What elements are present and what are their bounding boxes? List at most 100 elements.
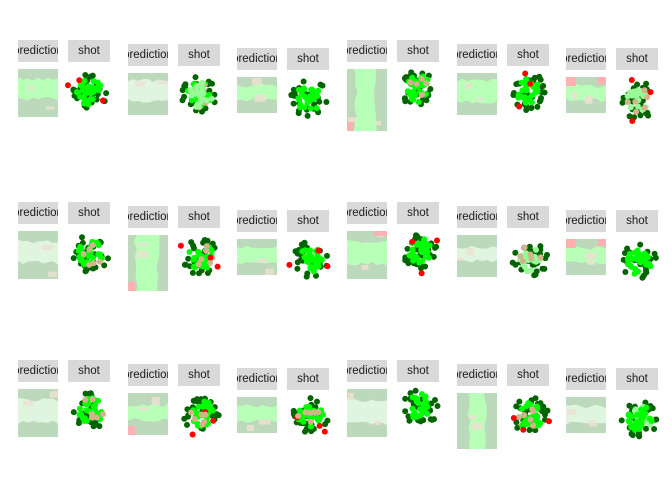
shot-point-dark-green <box>402 257 409 264</box>
prediction-panel <box>18 69 58 117</box>
shot-point-tan <box>86 246 93 253</box>
prediction-patch <box>265 268 274 275</box>
shot-point-dark-green <box>323 99 330 105</box>
shot-point-tan <box>632 98 639 105</box>
shot-point-dark-green <box>624 245 631 252</box>
shot-point-red <box>409 238 416 245</box>
shot-point-green <box>195 248 202 255</box>
prediction-strip: prediction <box>457 364 497 386</box>
prediction-strip: prediction <box>566 210 606 232</box>
shot-point-tan <box>529 406 536 413</box>
prediction-patch <box>136 250 148 258</box>
prediction-patch <box>251 78 262 86</box>
shot-point-green <box>522 99 529 106</box>
prediction-strip: prediction <box>237 48 277 70</box>
shot-point-tan <box>191 416 198 422</box>
shot-strip-label: shot <box>407 45 429 57</box>
shot-point-green <box>521 419 527 426</box>
shot-point-dark-green <box>643 269 649 276</box>
shot-point-light-green <box>187 87 194 94</box>
shot-point-tan <box>521 412 528 418</box>
shot-panel <box>175 388 223 440</box>
shot-point-dark-green <box>532 395 539 402</box>
prediction-red-patch <box>373 231 387 236</box>
shot-point-tan <box>519 258 526 265</box>
shot-point-green <box>76 405 83 412</box>
shot-point-green <box>421 407 428 414</box>
shot-point-red <box>210 417 217 424</box>
shot-point-light-green <box>203 97 210 104</box>
shot-strip: shot <box>178 44 220 66</box>
shot-point-dark-green <box>432 244 438 251</box>
shot-point-red <box>65 82 71 89</box>
shot-panel <box>284 72 332 124</box>
shot-point-green <box>318 256 325 263</box>
shot-strip: shot <box>68 40 110 62</box>
shot-point-dark-green <box>70 255 77 262</box>
shot-strip: shot <box>507 44 549 66</box>
prediction-red-patch <box>566 239 576 248</box>
prediction-patch <box>47 271 57 277</box>
shot-point-dark-green <box>404 245 411 252</box>
shot-point-dark-green <box>79 234 85 241</box>
shot-point-green <box>637 411 644 418</box>
shot-point-light-green <box>533 246 539 253</box>
prediction-patch <box>256 258 269 263</box>
shot-strip: shot <box>287 368 329 390</box>
prediction-strip-label: prediction <box>237 53 277 65</box>
shot-point-green <box>186 249 193 255</box>
shot-strip-label: shot <box>78 45 100 57</box>
prediction-strip-label: prediction <box>237 215 277 227</box>
shot-point-light-green <box>630 88 637 95</box>
shot-point-green <box>406 252 413 259</box>
prediction-strip-label: prediction <box>566 215 606 227</box>
shot-point-tan <box>89 396 96 403</box>
shot-point-green <box>638 420 645 427</box>
shot-panel <box>504 68 552 120</box>
shot-strip-label: shot <box>297 373 319 385</box>
shot-point-green <box>415 99 422 105</box>
shot-point-light-green <box>624 93 631 100</box>
shot-panel <box>284 392 332 444</box>
shot-point-dark-green <box>215 412 222 419</box>
shot-point-dark-green <box>75 420 82 427</box>
shot-point-green <box>76 411 83 418</box>
shot-point-tan <box>641 87 648 94</box>
shot-point-dark-green <box>402 408 409 415</box>
shot-point-dark-green <box>185 255 192 262</box>
prediction-patch <box>151 396 160 405</box>
prediction-strip-label: prediction <box>18 45 58 57</box>
shot-point-dark-green <box>294 265 301 272</box>
prediction-patch <box>49 391 58 398</box>
shot-point-green <box>420 244 427 251</box>
shot-strip-label: shot <box>78 207 100 219</box>
shot-point-green <box>631 249 638 256</box>
shot-point-green <box>415 400 422 407</box>
shot-point-green <box>191 254 198 261</box>
shot-point-green <box>638 406 645 413</box>
prediction-band <box>128 403 168 422</box>
shot-point-tan <box>89 242 96 249</box>
shot-point-tan <box>203 243 210 250</box>
shot-point-tan <box>188 409 195 416</box>
shot-point-tan <box>515 414 522 421</box>
shot-strip: shot <box>68 360 110 382</box>
shot-strip-label: shot <box>517 49 539 61</box>
shot-point-dark-green <box>528 105 535 112</box>
shot-point-dark-green <box>179 97 186 104</box>
shot-strip-label: shot <box>407 207 429 219</box>
prediction-patch <box>375 420 381 426</box>
shot-point-dark-green <box>181 261 188 268</box>
shot-point-dark-green <box>90 265 97 272</box>
shot-point-dark-green <box>295 110 302 117</box>
shot-panel <box>394 64 442 116</box>
prediction-strip: prediction <box>566 48 606 70</box>
shot-point-dark-green <box>534 103 541 110</box>
prediction-patch <box>258 419 271 425</box>
shot-point-green <box>411 254 418 261</box>
shot-point-green <box>301 104 308 111</box>
shot-point-red <box>527 80 534 87</box>
shot-point-tan <box>644 94 650 101</box>
shot-point-tan <box>423 80 430 87</box>
shot-point-tan <box>624 99 631 105</box>
